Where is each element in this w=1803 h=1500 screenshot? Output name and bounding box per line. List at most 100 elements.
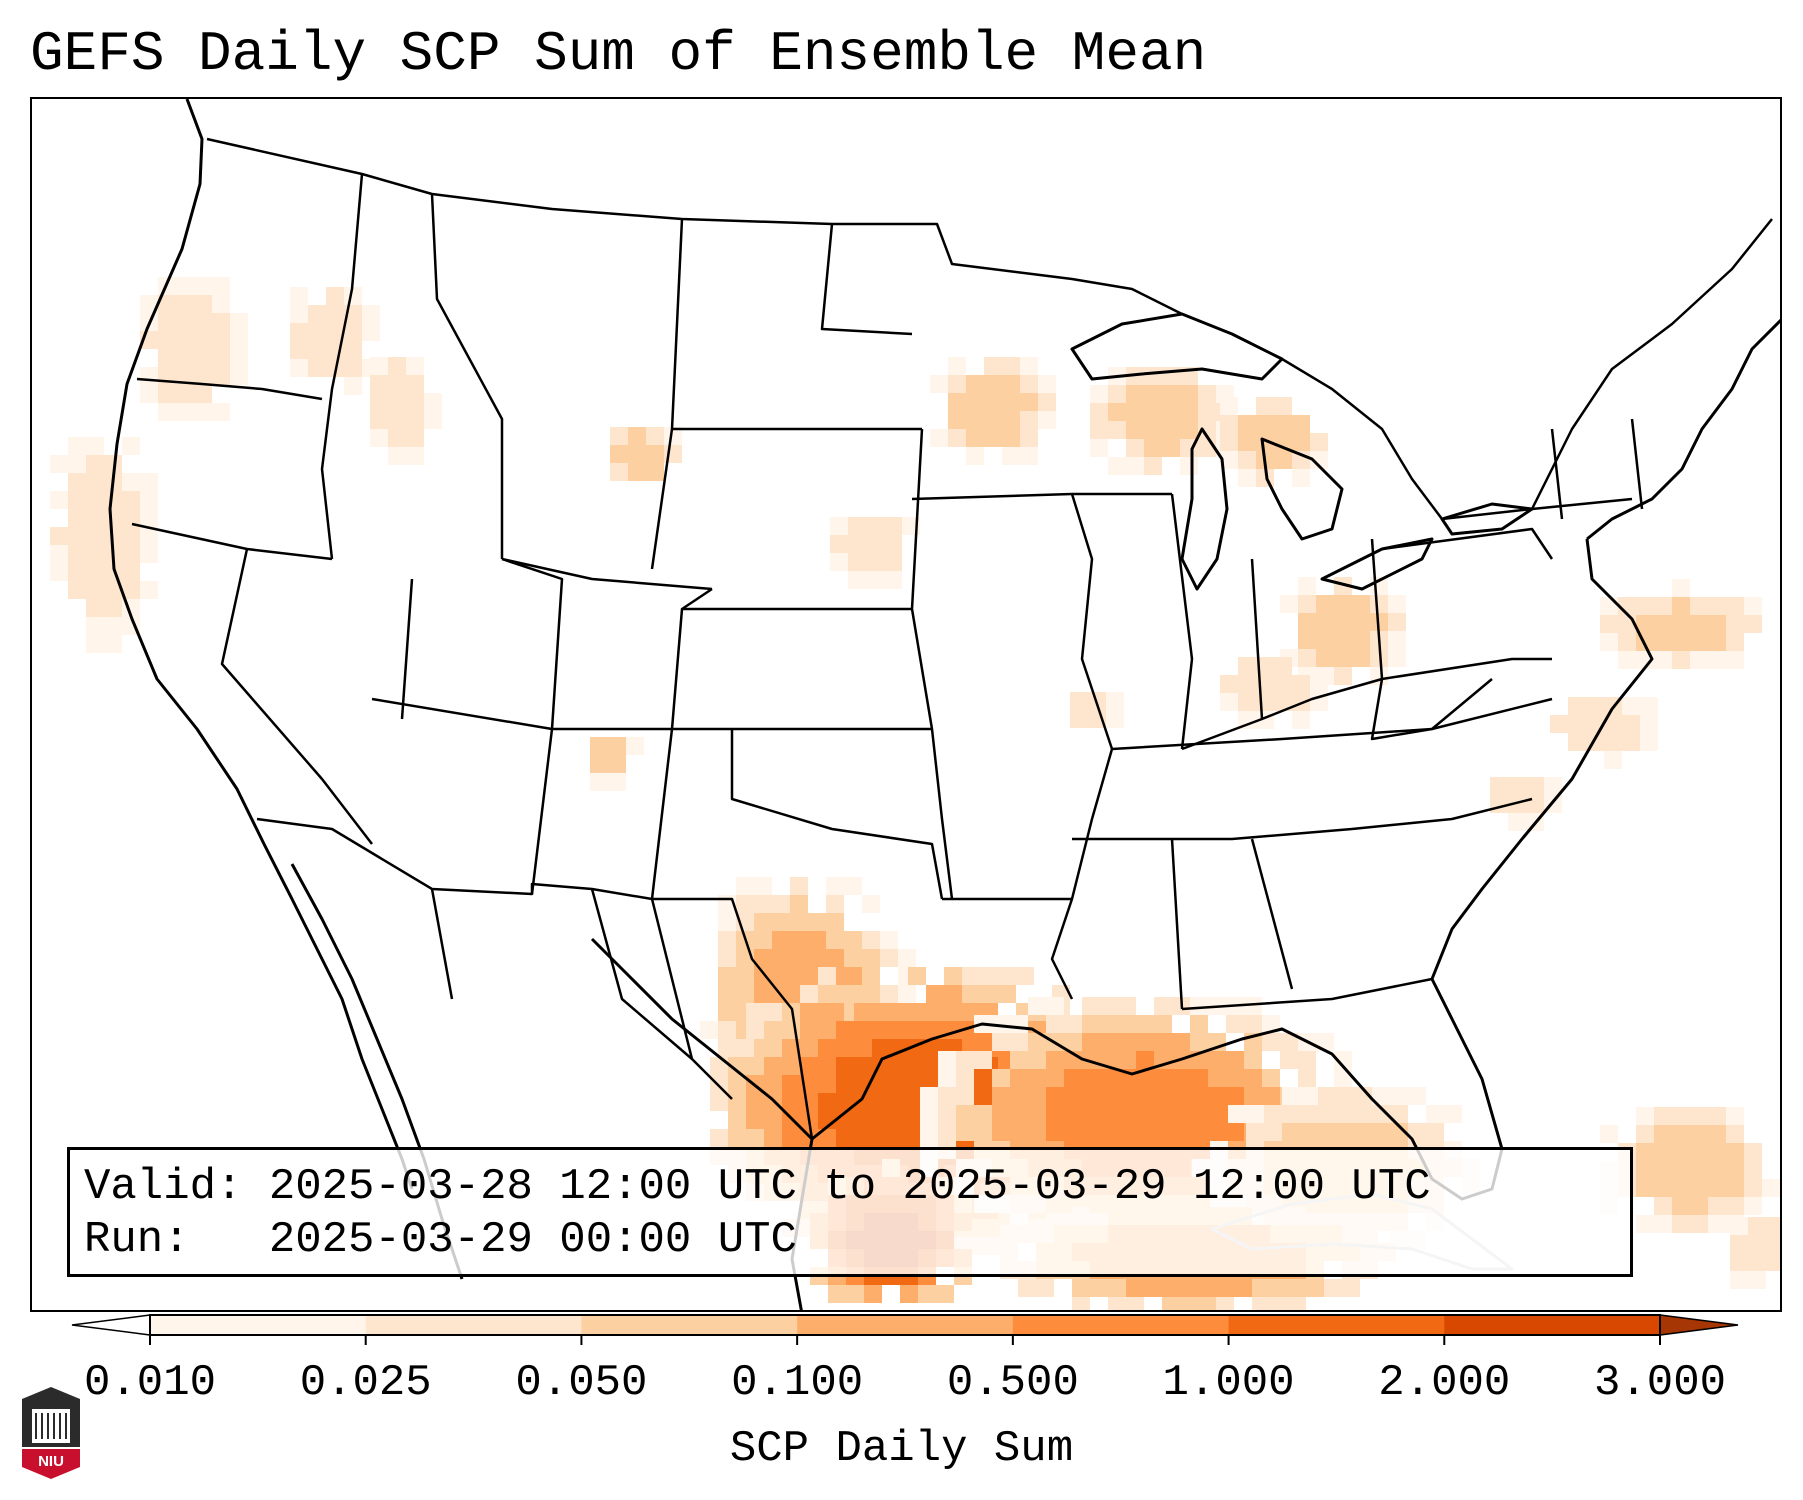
scp-cell [122,563,140,581]
scp-cell [590,755,608,773]
scp-cell [1274,397,1292,415]
scp-cell [1490,777,1508,795]
scp-cell [1690,1107,1708,1125]
pacific-coastline [108,99,414,1190]
scp-cell [736,985,754,1003]
scp-cell [1508,813,1526,831]
scp-cell [944,985,962,1003]
scp-cell [1282,1123,1300,1141]
scp-cell [1636,1161,1654,1179]
scp-cell [800,1057,818,1075]
scp-cell [1154,1033,1172,1051]
scp-cell [1726,1125,1744,1143]
scp-cell [1190,1015,1208,1033]
scp-cell [1100,1123,1118,1141]
scp-cell [1220,433,1238,451]
scp-cell [718,1021,736,1039]
scp-cell [1298,1051,1316,1069]
scp-cell [406,411,424,429]
scp-cell [1672,651,1690,669]
scp-cell [938,1087,956,1105]
scp-cell [1090,1279,1108,1297]
scp-cell [1246,1105,1264,1123]
scp-cell [808,913,826,931]
scp-cell [718,913,736,931]
mexico-states [430,888,733,1100]
scp-cell [1762,1179,1780,1197]
scp-cell [1010,1069,1028,1087]
pa-ny-border [1381,527,1554,560]
scp-cell [872,1129,890,1147]
scp-cell [1244,1015,1262,1033]
scp-cell [1708,1125,1726,1143]
scp-cell [1136,1015,1154,1033]
scp-cell [1010,1087,1028,1105]
scp-cell [1106,710,1124,728]
scp-cell [854,1003,872,1021]
scp-cell [1028,1051,1046,1069]
scp-cell [826,877,844,895]
ut-co-border [501,557,564,730]
scp-cell [872,1021,890,1039]
scp-cell [754,949,772,967]
scp-cell [1020,357,1038,375]
scp-cell [1690,1197,1708,1215]
scp-cell [1028,1069,1046,1087]
scp-cell [938,1123,956,1141]
scp-cell [818,967,836,985]
scp-cell [1198,403,1216,421]
scp-cell [1388,631,1406,649]
scp-cell [1208,1051,1226,1069]
scp-cell [1654,633,1672,651]
scp-cell [626,737,644,755]
scp-cell [1028,1033,1046,1051]
scp-cell [1100,1033,1118,1051]
scp-cell [1604,751,1622,769]
scp-cell [1336,1123,1354,1141]
scp-cell [884,517,902,535]
scp-cell [1654,597,1672,615]
scp-cell [1126,1279,1144,1297]
scp-cell [980,985,998,1003]
scp-cell [764,1003,782,1021]
scp-cell [1604,715,1622,733]
scp-cell [862,949,880,967]
scp-cell [962,967,980,985]
scp-cell [872,1111,890,1129]
scp-cell [826,949,844,967]
scp-cell [1654,1179,1672,1197]
scp-cell [68,563,86,581]
scp-cell [800,1093,818,1111]
scp-cell [388,375,406,393]
in-oh-border [1250,558,1264,720]
scp-cell [1636,1125,1654,1143]
scp-cell [50,491,68,509]
scp-cell [718,1003,736,1021]
scp-cell [104,455,122,473]
scp-cell [862,895,880,913]
scp-cell [1310,433,1328,451]
scp-cell [736,877,754,895]
scp-cell [1372,1087,1390,1105]
scp-cell [1238,711,1256,729]
co-nm-border [552,587,713,731]
scp-cell [1198,421,1216,439]
scp-cell [1300,1105,1318,1123]
scp-cell [344,323,362,341]
scp-cell [808,949,826,967]
scp-cell [1238,657,1256,675]
scp-cell [1318,1087,1336,1105]
scp-cell [50,527,68,545]
scp-cell [194,277,212,295]
scp-cell [956,1123,974,1141]
scp-cell [948,393,966,411]
scp-cell [1208,1123,1226,1141]
scp-cell [1370,649,1388,667]
scp-cell [1690,1161,1708,1179]
scp-cell [1028,1105,1046,1123]
ok-tx-border [730,729,944,900]
scp-cell [908,967,926,985]
scp-cell [1046,1015,1064,1033]
scp-cell [1354,1087,1372,1105]
scp-cell [728,1075,746,1093]
